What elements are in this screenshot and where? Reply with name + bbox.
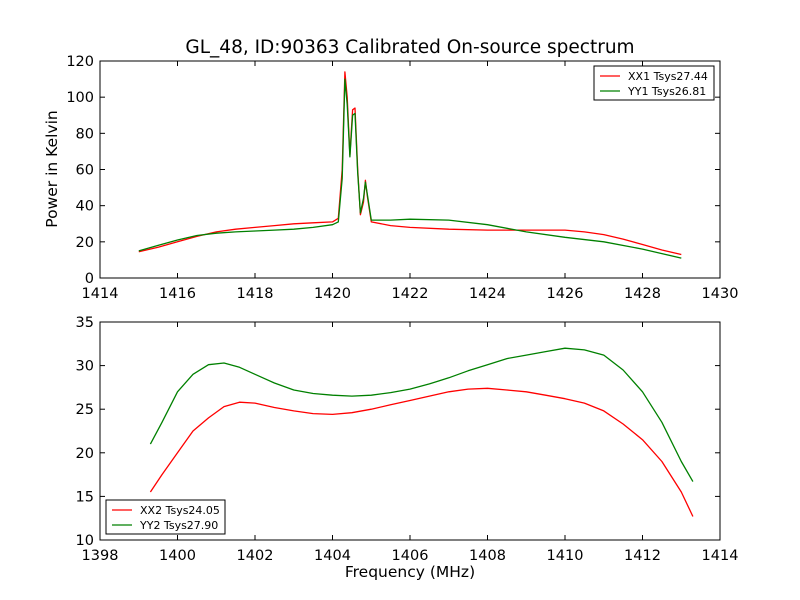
top-ytick-label: 100 <box>66 90 94 106</box>
bottom-ytick-label: 35 <box>76 315 94 331</box>
bottom-xtick-label: 1398 <box>82 548 119 564</box>
bottom-xtick-label: 1408 <box>469 548 506 564</box>
top-xtick-label: 1420 <box>314 286 351 302</box>
top-legend-box <box>593 65 715 101</box>
top-plot-area: 1414 1416 1418 1420 1422 1424 1426 1428 1430 0 20 4… <box>66 54 738 302</box>
bottom-legend-label: YY2 Tsys27.90 <box>139 519 218 532</box>
bottom-ytick-label: 15 <box>76 489 94 505</box>
top-xtick-label: 1430 <box>702 286 739 302</box>
bottom-xtick-label: 1410 <box>547 548 584 564</box>
top-xtick-label: 1416 <box>159 286 196 302</box>
top-ytick-label: 60 <box>76 163 94 179</box>
top-ytick-label: 20 <box>76 235 94 251</box>
top-xtick-label: 1422 <box>392 286 429 302</box>
top-xtick-label: 1428 <box>624 286 661 302</box>
bottom-xtick-label: 1400 <box>159 548 196 564</box>
bottom-legend-box <box>105 499 226 535</box>
top-xtick-label: 1426 <box>547 286 584 302</box>
top-legend: XX1 Tsys27.44 YY1 Tsys26.81 <box>593 65 715 101</box>
bottom-series-line-yy <box>149 347 694 482</box>
bottom-xlabel: Frequency (MHz) <box>345 563 475 581</box>
top-ytick-label: 0 <box>85 271 94 287</box>
bottom-plot-area: 1398 1400 1402 1404 1406 1408 1410 1412 1414 10 15… <box>76 315 739 564</box>
top-legend-label: YY1 Tsys26.81 <box>627 85 706 98</box>
bottom-xtick-label: 1406 <box>392 548 429 564</box>
top-legend-label: XX1 Tsys27.44 <box>628 70 708 83</box>
bottom-xtick-label: 1414 <box>702 548 739 564</box>
bottom-ytick-label: 25 <box>76 402 94 418</box>
bottom-xtick-label: 1404 <box>314 548 351 564</box>
top-ytick-label: 40 <box>76 199 94 215</box>
bottom-legend-label: XX2 Tsys24.05 <box>140 504 220 517</box>
top-ytick-label: 120 <box>66 54 94 70</box>
bottom-xtick-label: 1412 <box>624 548 661 564</box>
bottom-legend: XX2 Tsys24.05 YY2 Tsys27.90 <box>105 499 226 535</box>
bottom-series-line-xx <box>149 387 694 517</box>
top-ytick-label: 80 <box>76 126 94 142</box>
top-xtick-label: 1418 <box>237 286 274 302</box>
top-panel: Power in Kelvin 1414 1416 1418 1420 1422 1424… <box>43 54 738 302</box>
bottom-ytick-label: 20 <box>76 446 94 462</box>
bottom-xtick-label: 1402 <box>237 548 274 564</box>
bottom-ytick-label: 10 <box>76 533 94 549</box>
top-ylabel: Power in Kelvin <box>43 110 61 227</box>
bottom-ytick-label: 30 <box>76 359 94 375</box>
top-xtick-label: 1424 <box>469 286 506 302</box>
top-series-line-yy <box>138 78 682 259</box>
figure-title: GL_48, ID:90363 Calibrated On-source spe… <box>185 37 634 58</box>
bottom-panel: Frequency (MHz) 1398 1400 1402 1404 1406 1408… <box>76 315 739 581</box>
top-xtick-label: 1414 <box>82 286 119 302</box>
